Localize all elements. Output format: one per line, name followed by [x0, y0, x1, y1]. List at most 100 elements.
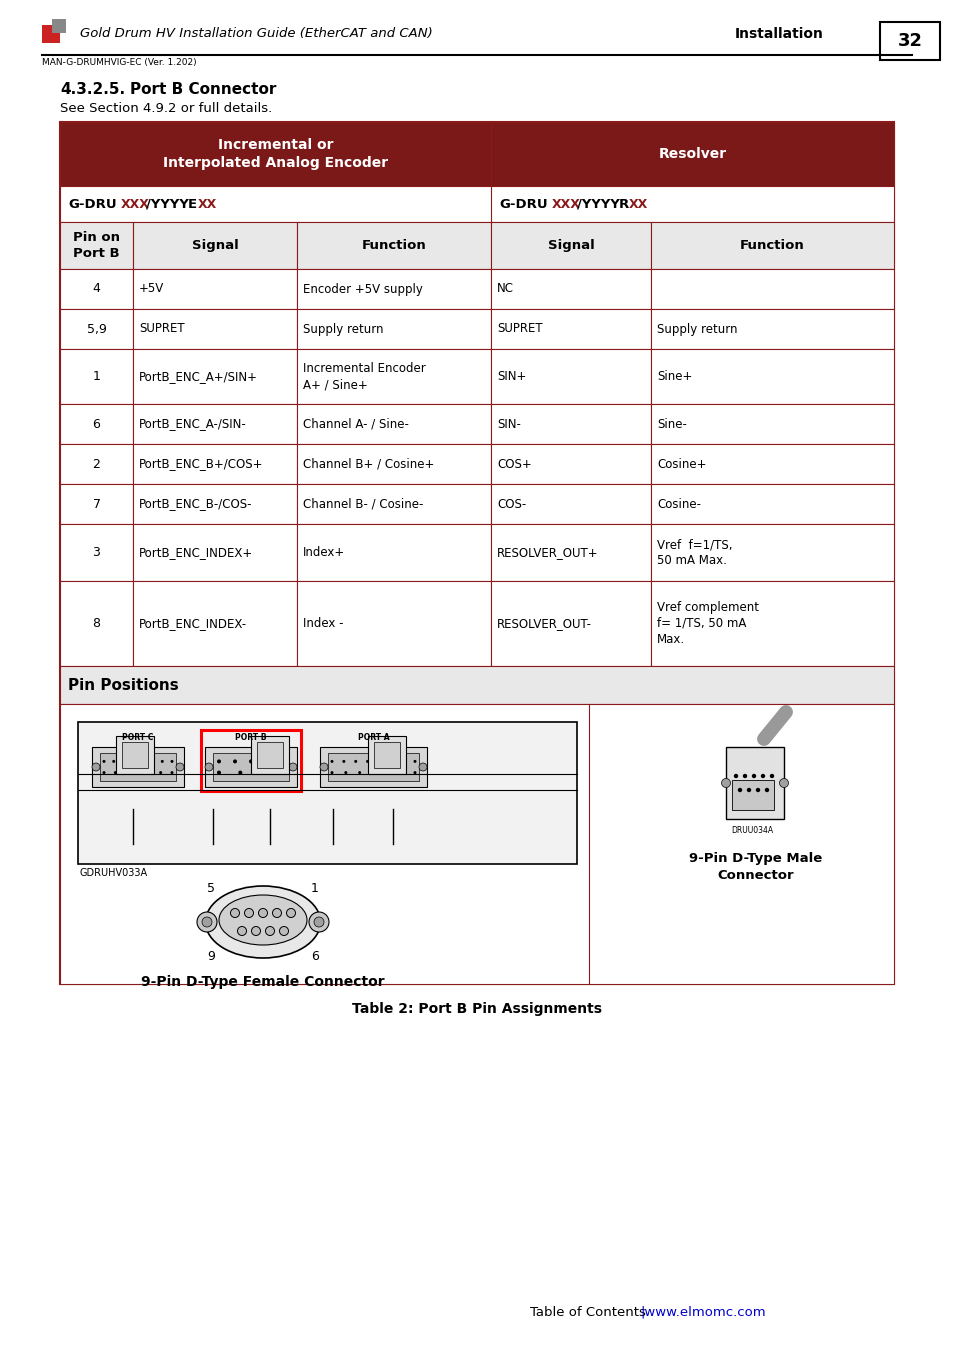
Bar	[296, 580, 491, 666]
Circle shape	[737, 788, 741, 792]
Text: See Section 4.9.2 or full details.: See Section 4.9.2 or full details.	[60, 103, 272, 115]
Bar	[491, 404, 650, 444]
Bar	[78, 722, 577, 864]
Bar	[650, 444, 893, 485]
Circle shape	[769, 774, 774, 778]
Text: Table of Contents: Table of Contents	[530, 1305, 645, 1319]
Circle shape	[202, 917, 212, 927]
Circle shape	[265, 760, 269, 763]
Bar	[60, 122, 893, 984]
Text: G-DRU: G-DRU	[498, 197, 547, 211]
Circle shape	[258, 909, 267, 918]
Circle shape	[231, 909, 239, 918]
Bar	[731, 780, 773, 810]
Text: 4.3.2.5.: 4.3.2.5.	[60, 82, 125, 97]
Circle shape	[91, 763, 100, 771]
Bar	[296, 221, 491, 269]
Bar	[368, 736, 406, 774]
Circle shape	[233, 760, 236, 763]
Circle shape	[279, 926, 288, 936]
Circle shape	[760, 774, 764, 778]
Text: Index -: Index -	[303, 617, 343, 630]
Bar	[60, 186, 893, 221]
Text: R: R	[618, 197, 629, 211]
Circle shape	[401, 760, 404, 763]
Circle shape	[399, 771, 402, 774]
Bar	[60, 350, 132, 404]
Text: PortB_ENC_INDEX-: PortB_ENC_INDEX-	[139, 617, 247, 630]
Text: 9-Pin D-Type Female Connector: 9-Pin D-Type Female Connector	[141, 975, 384, 990]
Bar	[60, 309, 132, 350]
Circle shape	[319, 763, 328, 771]
Circle shape	[161, 760, 164, 763]
Bar	[60, 524, 132, 580]
Text: Table 2: Port B Pin Assignments: Table 2: Port B Pin Assignments	[352, 1002, 601, 1017]
Bar	[650, 524, 893, 580]
Circle shape	[151, 760, 154, 763]
Bar	[491, 350, 650, 404]
Bar	[296, 269, 491, 309]
Text: SIN+: SIN+	[497, 370, 526, 383]
Text: 32: 32	[897, 32, 922, 50]
Text: 4: 4	[92, 282, 100, 296]
Bar	[213, 753, 289, 782]
Circle shape	[148, 771, 151, 774]
Circle shape	[746, 788, 750, 792]
Circle shape	[259, 771, 263, 775]
Bar	[328, 753, 418, 782]
Circle shape	[237, 926, 246, 936]
Bar	[132, 580, 296, 666]
Bar	[650, 269, 893, 309]
Text: Sine-: Sine-	[657, 417, 686, 431]
Text: Incremental Encoder
A+ / Sine+: Incremental Encoder A+ / Sine+	[303, 362, 425, 391]
Circle shape	[125, 771, 128, 774]
Circle shape	[733, 774, 738, 778]
Text: Gold Drum HV Installation Guide (EtherCAT and CAN): Gold Drum HV Installation Guide (EtherCA…	[80, 27, 433, 40]
Text: 5: 5	[207, 882, 214, 895]
Circle shape	[330, 771, 334, 774]
Bar	[100, 753, 175, 782]
Circle shape	[354, 760, 356, 763]
Bar	[650, 485, 893, 524]
Ellipse shape	[196, 913, 216, 931]
Bar	[60, 269, 132, 309]
Circle shape	[281, 760, 285, 763]
Circle shape	[289, 763, 296, 771]
Circle shape	[779, 779, 788, 787]
Text: 6: 6	[311, 949, 318, 963]
Circle shape	[314, 917, 324, 927]
Text: Resolver: Resolver	[658, 147, 726, 161]
Bar	[251, 736, 289, 774]
Circle shape	[342, 760, 345, 763]
Circle shape	[764, 788, 768, 792]
Bar	[60, 703, 893, 984]
Text: XX: XX	[628, 197, 648, 211]
Circle shape	[720, 779, 730, 787]
Circle shape	[281, 771, 285, 775]
Bar	[491, 269, 650, 309]
Bar	[60, 580, 132, 666]
Text: RESOLVER_OUT-: RESOLVER_OUT-	[497, 617, 592, 630]
Circle shape	[205, 763, 213, 771]
Text: RESOLVER_OUT+: RESOLVER_OUT+	[497, 545, 598, 559]
Text: Installation: Installation	[734, 27, 823, 40]
Text: 5,9: 5,9	[87, 323, 107, 336]
Bar	[60, 485, 132, 524]
Circle shape	[330, 760, 334, 763]
Text: PORT B: PORT B	[235, 733, 267, 743]
Bar	[132, 404, 296, 444]
Bar	[491, 485, 650, 524]
Text: PORT C: PORT C	[122, 733, 153, 743]
Text: Channel B+ / Cosine+: Channel B+ / Cosine+	[303, 458, 434, 471]
Text: DRUU034A: DRUU034A	[730, 826, 772, 836]
Circle shape	[238, 771, 242, 775]
Bar	[132, 444, 296, 485]
Circle shape	[418, 763, 427, 771]
Text: PortB_ENC_INDEX+: PortB_ENC_INDEX+	[139, 545, 253, 559]
Text: /YYYY: /YYYY	[146, 197, 189, 211]
Bar	[491, 221, 650, 269]
Text: 1: 1	[92, 370, 100, 383]
Text: Signal: Signal	[192, 239, 238, 252]
Circle shape	[171, 760, 173, 763]
Text: Function: Function	[361, 239, 426, 252]
